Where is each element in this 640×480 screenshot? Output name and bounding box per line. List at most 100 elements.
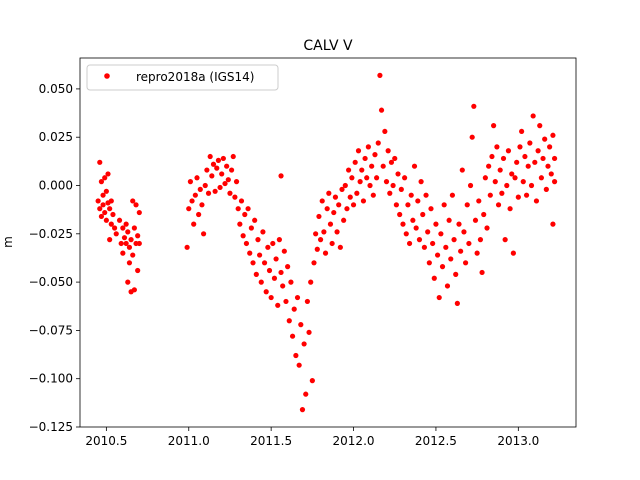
data-point bbox=[130, 198, 136, 204]
x-tick-label: 2011.5 bbox=[250, 434, 292, 448]
data-point bbox=[547, 144, 553, 150]
data-point bbox=[118, 240, 124, 247]
data-point bbox=[482, 175, 488, 181]
data-point bbox=[314, 246, 320, 252]
data-point bbox=[370, 192, 376, 198]
data-point bbox=[276, 237, 282, 243]
data-point bbox=[395, 171, 401, 177]
data-point bbox=[350, 202, 357, 208]
data-point bbox=[537, 123, 543, 129]
data-point bbox=[227, 190, 233, 196]
data-point bbox=[352, 159, 358, 165]
data-point bbox=[515, 194, 521, 200]
data-point bbox=[209, 173, 215, 179]
data-point bbox=[232, 194, 238, 200]
data-point bbox=[257, 252, 263, 258]
data-point bbox=[383, 179, 390, 185]
data-point bbox=[102, 209, 108, 216]
data-point bbox=[444, 283, 451, 289]
data-point bbox=[197, 186, 203, 192]
data-point bbox=[126, 244, 133, 250]
data-point bbox=[446, 217, 452, 223]
data-point bbox=[189, 198, 195, 204]
data-point bbox=[242, 211, 248, 218]
data-point bbox=[130, 252, 136, 258]
data-point bbox=[499, 190, 505, 196]
data-point bbox=[261, 260, 268, 266]
data-point bbox=[304, 298, 310, 305]
data-point bbox=[214, 165, 220, 171]
data-point bbox=[95, 198, 101, 204]
data-point bbox=[233, 179, 240, 185]
data-point bbox=[294, 294, 301, 301]
data-point bbox=[113, 231, 119, 237]
data-point bbox=[329, 240, 335, 247]
data-point bbox=[454, 300, 460, 306]
data-point bbox=[219, 171, 225, 177]
data-point bbox=[103, 217, 109, 223]
data-point bbox=[532, 159, 538, 165]
data-point bbox=[390, 182, 396, 189]
data-point bbox=[406, 240, 413, 247]
data-point bbox=[133, 202, 139, 208]
x-tick-label: 2010.5 bbox=[85, 434, 127, 448]
data-point bbox=[308, 279, 314, 285]
data-point bbox=[418, 179, 424, 185]
data-point bbox=[136, 240, 142, 247]
data-point bbox=[430, 240, 436, 247]
data-point bbox=[126, 260, 133, 266]
data-point bbox=[334, 229, 340, 235]
data-point bbox=[410, 217, 416, 223]
data-point bbox=[273, 256, 279, 262]
data-point bbox=[523, 192, 530, 198]
data-point bbox=[123, 240, 129, 247]
data-point bbox=[486, 163, 492, 169]
data-point bbox=[303, 391, 309, 397]
data-point bbox=[426, 260, 432, 266]
data-point bbox=[105, 171, 111, 177]
data-point bbox=[357, 179, 363, 185]
data-point bbox=[322, 250, 329, 256]
data-point bbox=[128, 237, 134, 243]
data-point bbox=[458, 248, 464, 254]
data-point bbox=[131, 225, 137, 231]
data-point bbox=[359, 167, 365, 173]
data-point bbox=[225, 177, 231, 183]
data-point bbox=[268, 294, 274, 301]
data-point bbox=[275, 302, 281, 308]
data-point bbox=[403, 231, 409, 237]
data-point bbox=[392, 155, 398, 162]
data-point bbox=[375, 140, 381, 146]
data-point bbox=[123, 221, 129, 227]
y-axis-label: m bbox=[1, 236, 15, 248]
data-point bbox=[243, 240, 250, 247]
data-point bbox=[367, 182, 373, 189]
data-point bbox=[102, 175, 108, 181]
plot-frame bbox=[79, 57, 577, 428]
data-point bbox=[431, 275, 437, 281]
data-point bbox=[551, 179, 558, 185]
data-point bbox=[278, 173, 284, 179]
data-point bbox=[240, 233, 246, 239]
data-point bbox=[443, 244, 449, 250]
data-point bbox=[533, 198, 540, 204]
data-point bbox=[487, 192, 493, 198]
data-point bbox=[217, 184, 223, 191]
data-point bbox=[397, 211, 403, 218]
data-point bbox=[451, 237, 457, 243]
data-point bbox=[212, 188, 218, 194]
data-point bbox=[402, 175, 408, 181]
data-point bbox=[229, 167, 235, 173]
data-point bbox=[519, 128, 525, 135]
data-point bbox=[116, 217, 123, 223]
data-point bbox=[459, 167, 465, 173]
data-point bbox=[97, 206, 103, 212]
data-point bbox=[456, 221, 462, 227]
data-point bbox=[382, 128, 388, 135]
data-point bbox=[196, 211, 202, 218]
data-point bbox=[207, 153, 213, 160]
data-point bbox=[436, 294, 442, 301]
data-point bbox=[509, 171, 515, 177]
data-point bbox=[224, 163, 230, 169]
data-point bbox=[400, 221, 406, 227]
